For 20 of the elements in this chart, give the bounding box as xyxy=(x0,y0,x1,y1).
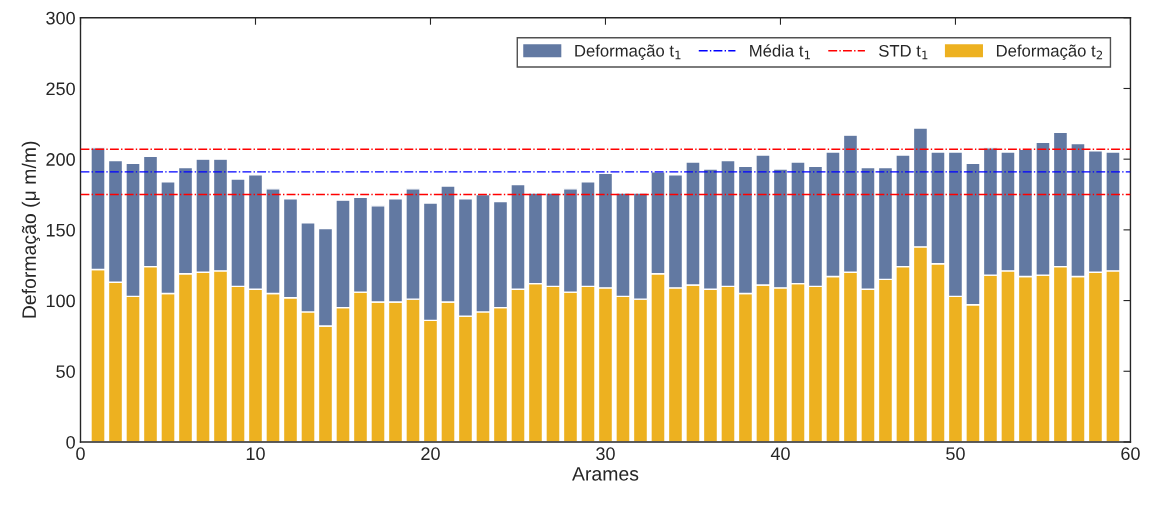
y-axis-title: Deformação (μ m/m) xyxy=(21,141,40,318)
y-tick-label: 150 xyxy=(46,223,75,237)
legend-label: Deformação t$_{2}$ xyxy=(996,44,1103,61)
x-tick-label: 10 xyxy=(246,447,265,461)
x-tick-label: 0 xyxy=(76,447,85,461)
x-axis-title: Arames xyxy=(572,467,639,481)
y-tick-label: 100 xyxy=(46,294,75,308)
legend-label: Média t$_{1}$ xyxy=(750,44,810,60)
y-tick-label: 300 xyxy=(46,11,75,25)
x-tick-label: 60 xyxy=(1121,447,1140,461)
x-tick-label: 40 xyxy=(770,447,790,461)
x-tick-label: 20 xyxy=(421,447,440,461)
y-tick-label: 200 xyxy=(46,153,75,166)
x-tick-label: 30 xyxy=(596,447,615,461)
x-tick-label: 50 xyxy=(946,447,965,461)
legend-label: STD t$_{1}$ xyxy=(879,44,928,60)
y-tick-label: 0 xyxy=(66,435,75,449)
y-tick-label: 250 xyxy=(46,82,75,96)
y-tick-label: 50 xyxy=(56,365,75,378)
legend-label: Deformação t$_{1}$ xyxy=(575,44,681,61)
